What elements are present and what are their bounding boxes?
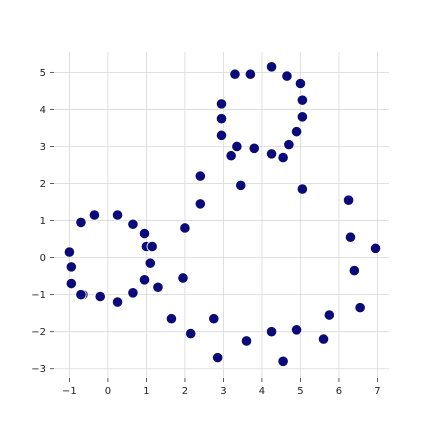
scatter-point bbox=[194, 198, 206, 210]
scatter-point bbox=[323, 309, 335, 321]
y-tick-label: −2 bbox=[31, 327, 46, 338]
scatter-point bbox=[290, 324, 303, 336]
scatter-point bbox=[244, 68, 256, 80]
x-tick-label: 0 bbox=[105, 386, 111, 397]
scatter-point bbox=[317, 333, 330, 345]
scatter-point bbox=[283, 139, 295, 151]
scatter-point bbox=[265, 61, 278, 73]
scatter-point bbox=[277, 151, 289, 164]
scatter-point bbox=[348, 264, 360, 277]
scatter-point bbox=[152, 281, 164, 293]
y-tick-label: 1 bbox=[40, 216, 46, 227]
scatter-point bbox=[296, 183, 308, 195]
scatter-point bbox=[215, 129, 228, 141]
scatter-point bbox=[208, 313, 220, 325]
scatter-point bbox=[179, 222, 191, 234]
scatter-point bbox=[229, 68, 241, 80]
scatter-point bbox=[281, 70, 293, 82]
scatter-point bbox=[63, 246, 76, 258]
scatter-point bbox=[296, 94, 308, 106]
scatter-point bbox=[185, 327, 197, 340]
scatter-point bbox=[225, 150, 237, 162]
y-tick-label: 4 bbox=[40, 105, 46, 116]
scatter-point bbox=[231, 140, 243, 153]
axis-ticks: −1 0 1 2 3 4 5 6 7 −3 −2 −1 0 1 2 3 4 5 bbox=[31, 68, 380, 397]
scatter-point bbox=[240, 335, 253, 347]
scatter-point bbox=[265, 326, 278, 338]
scatter-point bbox=[111, 209, 124, 221]
scatter-point bbox=[294, 77, 307, 90]
scatter-point bbox=[354, 302, 366, 314]
x-tick-label: −1 bbox=[62, 386, 77, 397]
scatter-point bbox=[138, 227, 151, 240]
x-tick-label: 1 bbox=[143, 386, 149, 397]
scatter-point bbox=[265, 148, 278, 160]
y-tick-label: −3 bbox=[31, 364, 46, 375]
scatter-point bbox=[88, 209, 101, 221]
scatter-point bbox=[138, 274, 151, 286]
y-tick-label: 3 bbox=[40, 142, 46, 153]
scatter-point bbox=[94, 290, 106, 303]
x-tick-label: 5 bbox=[297, 386, 303, 397]
scatter-point bbox=[177, 272, 189, 284]
data-points bbox=[63, 61, 382, 367]
scatter-point bbox=[194, 170, 206, 182]
scatter-point bbox=[127, 218, 139, 230]
x-tick-label: 7 bbox=[374, 386, 380, 397]
scatter-point bbox=[215, 98, 228, 110]
x-tick-label: 4 bbox=[259, 386, 265, 397]
scatter-point bbox=[290, 126, 303, 138]
scatter-point bbox=[75, 289, 87, 301]
scatter-point bbox=[342, 194, 355, 206]
scatter-point bbox=[212, 352, 224, 364]
y-tick-label: −1 bbox=[31, 290, 46, 301]
y-tick-label: 2 bbox=[40, 179, 46, 190]
scatter-point bbox=[165, 313, 178, 325]
scatter-point bbox=[296, 111, 308, 123]
scatter-point bbox=[65, 261, 77, 273]
x-tick-label: 3 bbox=[220, 386, 226, 397]
y-tick-label: 0 bbox=[40, 253, 46, 264]
scatter-point bbox=[144, 257, 156, 269]
scatter-point bbox=[235, 179, 247, 191]
scatter-point bbox=[127, 287, 139, 299]
scatter-point bbox=[75, 216, 87, 229]
scatter-point bbox=[248, 142, 260, 154]
x-tick-label: 6 bbox=[336, 386, 342, 397]
scatter-point bbox=[215, 113, 228, 125]
scatter-point bbox=[111, 296, 124, 308]
scatter-point bbox=[369, 242, 382, 254]
scatter-point bbox=[277, 355, 289, 367]
y-tick-label: 5 bbox=[40, 68, 46, 79]
scatter-point bbox=[65, 277, 77, 290]
x-tick-label: 2 bbox=[182, 386, 188, 397]
scatter-point bbox=[344, 231, 357, 243]
scatter-point bbox=[146, 240, 158, 253]
